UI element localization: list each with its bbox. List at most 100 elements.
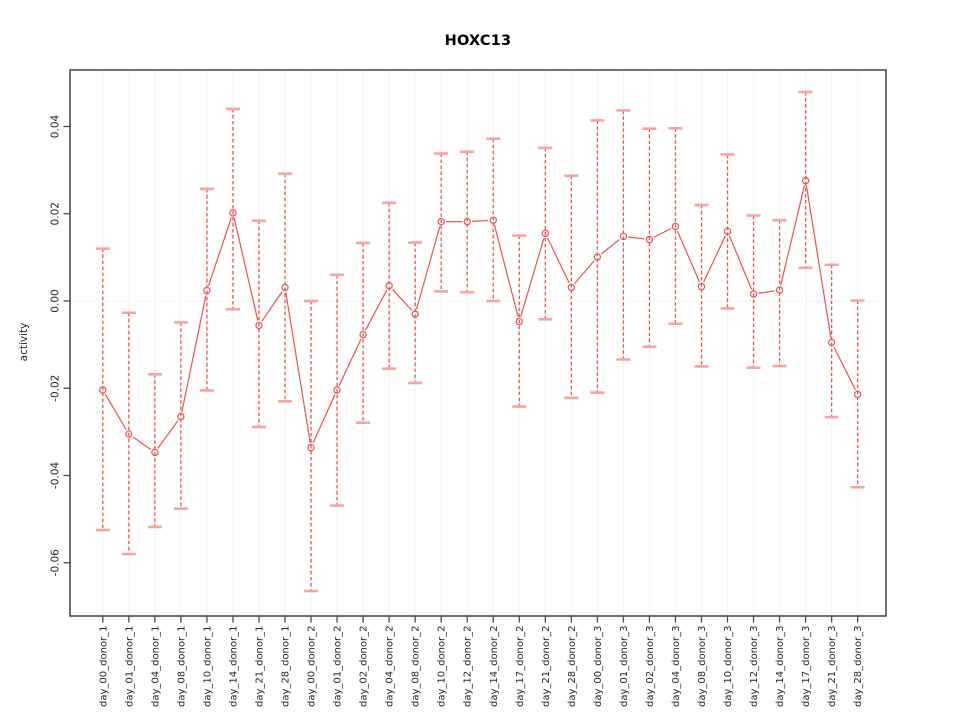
x-tick-label: day_01_donor_3 [619,626,630,708]
data-point-marker [281,283,289,292]
line-segment [285,292,311,443]
data-point-marker [567,283,576,292]
x-tick-label: day_02_donor_2 [359,626,370,708]
data-point-marker [307,443,315,452]
line-segment [628,236,645,240]
x-tick-label: day_04_donor_3 [671,626,682,708]
data-point-marker [125,430,133,438]
x-tick-label: day_28_donor_3 [853,626,864,708]
line-segment [600,239,620,255]
data-point-marker [99,386,107,394]
x-tick-label: day_21_donor_3 [827,626,838,708]
data-point-marker [775,286,784,294]
y-tick-label: 0.00 [50,289,62,312]
data-point-marker [619,232,628,241]
x-tick-label: day_08_donor_1 [176,626,187,708]
data-point-marker [463,217,471,226]
x-tick-label: day_00_donor_1 [98,626,109,708]
x-axis: day_00_donor_1 day_01_donor_1 day_04_donor… [98,616,864,707]
data-point-marker [541,229,550,238]
line-segment [653,228,672,238]
y-tick-label: -0.06 [50,549,62,576]
line-segment [805,185,832,338]
line-segment [728,235,753,290]
x-tick-label: day_10_donor_2 [437,626,448,708]
x-tick-label: day_02_donor_3 [645,626,656,708]
data-point-marker [801,176,810,185]
x-tick-label: day_08_donor_3 [697,626,708,708]
data-point-marker [489,216,497,224]
x-tick-label: day_17_donor_3 [801,626,812,708]
data-points [99,176,862,457]
line-segment [364,289,388,331]
y-tick-label: 0.04 [50,114,62,138]
line-segment [472,219,489,222]
data-point-marker [723,227,732,235]
line-segment [181,295,207,412]
line-segment [157,420,179,449]
line-segment [520,238,545,317]
series-line [104,185,856,450]
data-point-marker [151,448,159,457]
line-segment [233,217,259,321]
data-point-marker [437,217,445,226]
y-tick-label: -0.02 [50,375,62,402]
line-segment [207,217,232,286]
line-segment [261,291,283,322]
data-point-marker [645,235,654,244]
data-point-marker [515,317,523,326]
line-segment [415,226,441,310]
x-tick-label: day_21_donor_2 [541,626,552,708]
line-segment [833,346,856,391]
data-point-marker [749,290,758,298]
x-tick-label: day_04_donor_2 [385,626,396,708]
x-tick-label: day_00_donor_3 [593,626,604,708]
line-segment [574,260,595,285]
data-point-marker [671,222,680,231]
data-point-marker [411,310,419,318]
data-point-marker [255,321,263,330]
line-segment [338,338,362,386]
x-tick-label: day_00_donor_2 [307,626,318,708]
y-axis: 0.04 0.02 0.00 -0.02 -0.04 -0.06 [50,114,70,576]
y-tick-label: -0.04 [50,462,62,489]
line-segment [392,289,413,311]
data-point-marker [853,390,862,399]
data-point-marker [333,386,341,394]
data-point-marker [177,412,185,421]
gridlines [102,70,859,616]
x-tick-label: day_14_donor_2 [489,626,500,708]
line-segment [104,393,127,431]
x-tick-label: day_04_donor_1 [150,626,161,708]
chart-title: HOXC13 [444,33,512,49]
x-tick-label: day_28_donor_2 [567,626,578,708]
data-point-marker [359,330,367,339]
error-bars [95,90,865,593]
line-segment [703,235,726,283]
x-tick-label: day_12_donor_2 [463,626,474,708]
x-tick-label: day_14_donor_1 [228,626,239,708]
line-segment [780,185,806,286]
x-tick-label: day_01_donor_2 [333,626,344,708]
line-segment [758,290,775,294]
y-tick-label: 0.02 [50,202,62,225]
data-point-marker [229,209,237,217]
line-segment [312,394,336,444]
x-tick-label: day_14_donor_3 [775,626,786,708]
line-segment [132,436,152,450]
line-segment [546,237,570,284]
x-tick-label: day_10_donor_1 [202,626,213,708]
x-tick-label: day_10_donor_3 [723,626,734,708]
x-tick-label: day_12_donor_3 [749,626,760,708]
line-segment [493,224,519,317]
line-segment [676,230,701,283]
x-tick-label: day_01_donor_1 [124,626,135,708]
plot-border [69,69,887,617]
x-tick-label: day_28_donor_1 [281,626,292,708]
data-point-marker [697,282,706,291]
data-point-marker [385,282,393,290]
data-point-marker [593,253,602,261]
x-tick-label: day_08_donor_2 [411,626,422,708]
